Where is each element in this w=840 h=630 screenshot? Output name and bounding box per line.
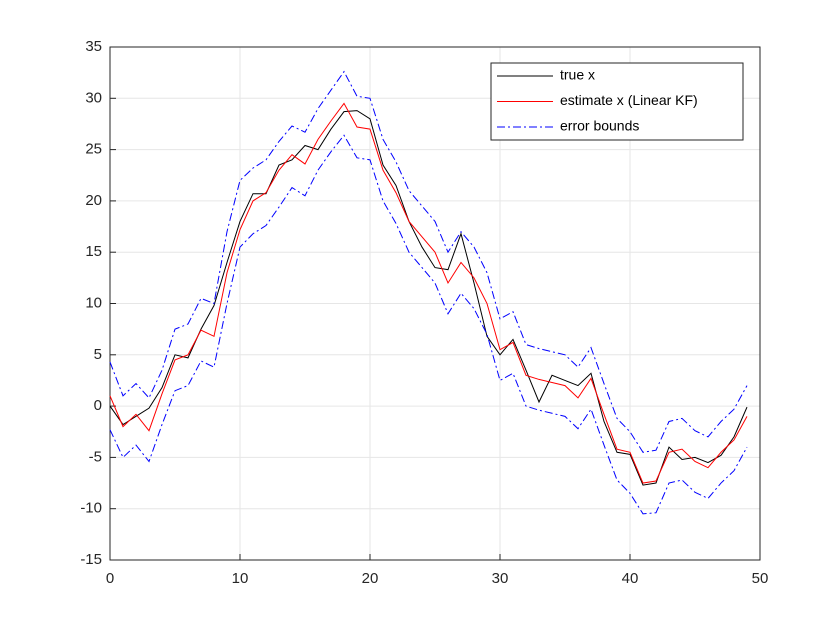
y-tick-label: 25 xyxy=(85,141,102,158)
y-tick-label: -15 xyxy=(80,551,102,568)
legend-label: error bounds xyxy=(560,118,639,134)
series-line xyxy=(109,102,748,484)
x-tick-label: 0 xyxy=(106,570,114,587)
series-line xyxy=(109,110,748,486)
x-tick-label: 30 xyxy=(492,570,509,587)
y-tick-label: 5 xyxy=(94,346,102,363)
legend: true x estimate x (Linear KF) error bounds xyxy=(490,62,744,141)
legend-label: estimate x (Linear KF) xyxy=(560,92,698,108)
x-tick-label: 20 xyxy=(362,570,379,587)
y-tick-label: 20 xyxy=(85,192,102,209)
y-tick-label: 0 xyxy=(94,397,102,414)
x-tick-label: 10 xyxy=(232,570,249,587)
x-tick-label: 40 xyxy=(622,570,639,587)
axes-box xyxy=(109,46,761,561)
y-tick-label: 10 xyxy=(85,294,102,311)
y-tick-label: 30 xyxy=(85,89,102,106)
x-tick-label: 50 xyxy=(752,570,769,587)
y-tick-label: -5 xyxy=(89,448,102,465)
legend-label: true x xyxy=(560,67,595,83)
y-tick-label: 15 xyxy=(85,243,102,260)
series-line xyxy=(109,134,748,515)
series-line xyxy=(109,70,748,453)
y-tick-label: 35 xyxy=(85,38,102,55)
y-tick-label: -10 xyxy=(80,500,102,517)
